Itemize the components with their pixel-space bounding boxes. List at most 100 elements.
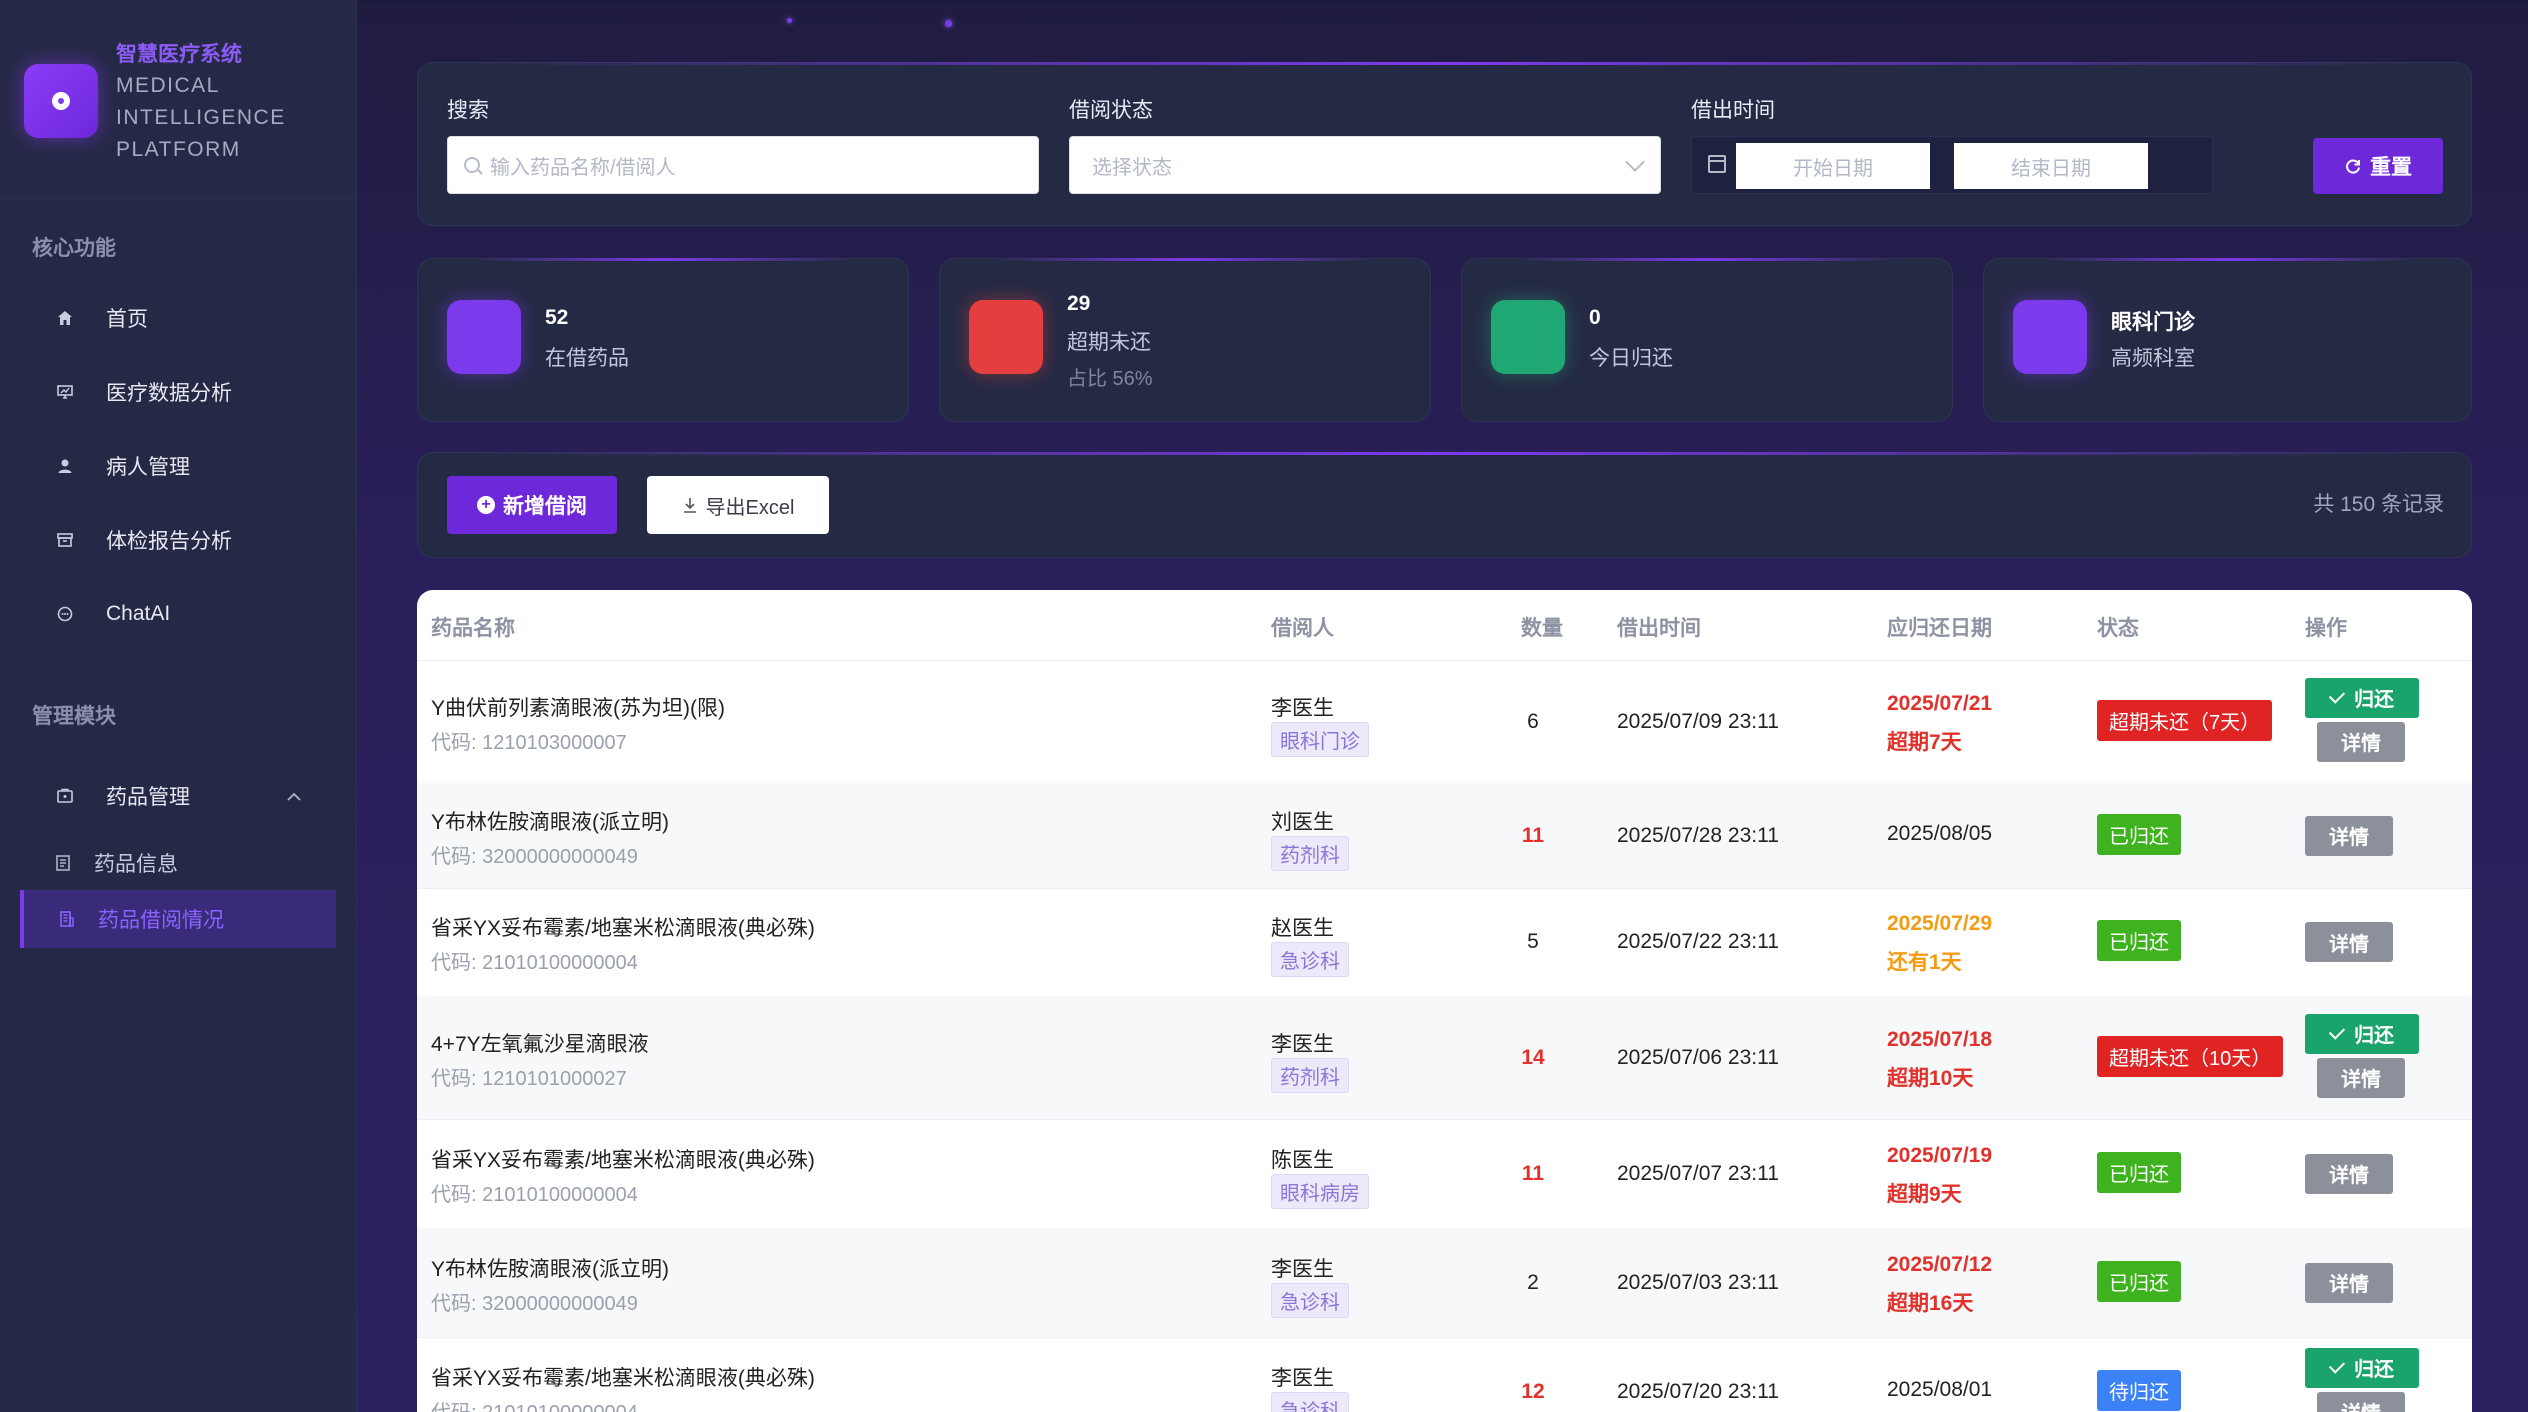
chat-icon — [54, 603, 76, 625]
due-date: 2025/07/29 — [1887, 912, 1993, 935]
return-button[interactable]: 归还 — [2305, 677, 2419, 718]
record-count: 共 150 条记录 — [2313, 493, 2444, 516]
borrower-name: 刘医生 — [1271, 810, 1334, 834]
sidebar-item-medical-data[interactable]: 医疗数据分析 — [32, 364, 332, 420]
chevron-up-icon[interactable] — [286, 786, 302, 807]
dept-tag: 药剂科 — [1271, 1057, 1349, 1093]
borrower-name: 李医生 — [1271, 1366, 1334, 1390]
quantity: 11 — [1521, 1161, 1545, 1185]
end-date-input[interactable]: 结束日期 — [1954, 143, 2148, 189]
add-borrow-button[interactable]: + 新增借阅 — [447, 476, 617, 534]
status-label: 借阅状态 — [1069, 99, 1153, 122]
check-icon — [2328, 687, 2346, 704]
start-date-input[interactable]: 开始日期 — [1736, 143, 1930, 189]
status-badge: 已归还 — [2097, 813, 2181, 855]
status-select[interactable]: 选择状态 — [1069, 136, 1661, 194]
toolbar: + 新增借阅 导出Excel 共 150 条记录 — [417, 452, 2472, 558]
detail-button[interactable]: 详情 — [2317, 1391, 2405, 1412]
sidebar-item-home[interactable]: 首页 — [32, 290, 332, 346]
stat-label: 今日归还 — [1589, 347, 1673, 370]
dept-tag: 急诊科 — [1271, 942, 1349, 977]
stat-card-top-dept: 眼科门诊 高频科室 — [1983, 258, 2472, 422]
col-header-qty[interactable]: 数量 — [1521, 617, 1563, 640]
plus-icon: + — [477, 496, 495, 514]
sidebar-item-patients[interactable]: 病人管理 — [32, 438, 332, 494]
main-content: 搜索 输入药品名称/借阅人 借阅状态 选择状态 借出时间 开始日期 结束日期 重… — [357, 0, 2528, 1412]
stat-sub-label: 占比 56% — [1067, 368, 1153, 390]
drug-name: Y布林佐胺滴眼液(派立明) — [431, 1257, 669, 1281]
col-header-drug[interactable]: 药品名称 — [431, 617, 515, 640]
borrow-time: 2025/07/03 23:11 — [1617, 1270, 1779, 1294]
stat-icon — [969, 300, 1043, 374]
due-date: 2025/07/12 — [1887, 1252, 1993, 1276]
drug-name: Y布林佐胺滴眼液(派立明) — [431, 810, 669, 834]
sidebar-subitem-drug-borrow[interactable]: 药品借阅情况 — [20, 890, 336, 948]
due-note: 超期9天 — [1887, 1182, 1962, 1206]
stat-label: 高频科室 — [2111, 347, 2195, 370]
due-date: 2025/08/05 — [1887, 821, 1993, 845]
drug-code: 代码: 32000000000049 — [431, 1292, 638, 1315]
stat-icon — [1491, 300, 1565, 374]
section-title-core: 核心功能 — [32, 237, 116, 260]
reset-button[interactable]: 重置 — [2313, 138, 2443, 194]
sidebar-item-drug-management[interactable]: 药品管理 — [32, 768, 332, 824]
status-badge: 待归还 — [2097, 1369, 2181, 1411]
stat-card-today-returned: 0 今日归还 — [1461, 258, 1953, 422]
detail-button[interactable]: 详情 — [2305, 815, 2393, 856]
divider — [0, 198, 356, 199]
stat-value: 52 — [545, 306, 569, 329]
search-input[interactable]: 输入药品名称/借阅人 — [447, 136, 1039, 194]
dept-tag: 眼科门诊 — [1271, 721, 1369, 757]
document-icon — [52, 852, 74, 874]
detail-button[interactable]: 详情 — [2305, 1262, 2393, 1303]
sidebar-item-chatai[interactable]: ChatAI — [32, 586, 332, 642]
dept-tag: 急诊科 — [1271, 1391, 1349, 1412]
col-header-status[interactable]: 状态 — [2097, 617, 2139, 640]
status-badge: 已归还 — [2097, 1151, 2181, 1193]
col-header-actions[interactable]: 操作 — [2305, 617, 2347, 640]
check-icon — [2328, 1357, 2346, 1374]
col-header-borrow-time[interactable]: 借出时间 — [1617, 617, 1701, 640]
dept-tag: 急诊科 — [1271, 1282, 1349, 1318]
drug-name: 省采YX妥布霉素/地塞米松滴眼液(典必殊) — [431, 1148, 815, 1172]
col-header-due-date[interactable]: 应归还日期 — [1887, 617, 1992, 640]
due-date: 2025/08/01 — [1887, 1377, 1993, 1401]
borrow-time: 2025/07/20 23:11 — [1617, 1379, 1779, 1403]
building-icon — [56, 908, 78, 930]
brand: 智慧医疗系统 MEDICAL INTELLIGENCE PLATFORM — [24, 30, 344, 200]
borrower-name: 陈医生 — [1271, 1148, 1334, 1172]
download-icon — [682, 496, 698, 514]
detail-button[interactable]: 详情 — [2317, 721, 2405, 762]
borrow-table: 药品名称 借阅人 数量 借出时间 应归还日期 状态 操作 Y曲伏前列素滴眼液(苏… — [417, 590, 2472, 1412]
stat-card-borrowed: 52 在借药品 — [417, 258, 909, 422]
export-excel-button[interactable]: 导出Excel — [647, 476, 829, 534]
dept-tag: 眼科病房 — [1271, 1173, 1369, 1209]
status-badge: 超期未还（10天） — [2097, 1035, 2284, 1077]
detail-button[interactable]: 详情 — [2317, 1057, 2405, 1098]
table-row: Y布林佐胺滴眼液(派立明) 代码: 32000000000049 刘医生 药剂科 11 2… — [417, 783, 2472, 889]
drug-code: 代码: 21010100000004 — [431, 1396, 638, 1412]
stat-icon — [2013, 300, 2087, 374]
sidebar-subitem-drug-info[interactable]: 药品信息 — [20, 834, 332, 892]
borrow-time: 2025/07/22 23:11 — [1617, 930, 1779, 953]
chart-icon — [54, 381, 76, 403]
col-header-borrower[interactable]: 借阅人 — [1271, 617, 1334, 640]
status-badge: 已归还 — [2097, 1260, 2181, 1302]
user-icon — [54, 455, 76, 477]
due-date: 2025/07/18 — [1887, 1027, 1993, 1051]
dept-tag: 药剂科 — [1271, 835, 1349, 871]
status-badge: 超期未还（7天） — [2097, 699, 2273, 741]
stat-card-overdue: 29 超期未还 占比 56% — [939, 258, 1431, 422]
detail-button[interactable]: 详情 — [2305, 922, 2393, 962]
detail-button[interactable]: 详情 — [2305, 1153, 2393, 1194]
drug-code: 代码: 1210101000027 — [431, 1067, 627, 1090]
borrow-time: 2025/07/09 23:11 — [1617, 709, 1779, 733]
date-range-picker[interactable]: 开始日期 结束日期 — [1691, 136, 2213, 194]
return-button[interactable]: 归还 — [2305, 1347, 2419, 1388]
return-button[interactable]: 归还 — [2305, 1013, 2419, 1054]
drug-code: 代码: 1210103000007 — [431, 731, 627, 754]
quantity: 6 — [1527, 709, 1539, 733]
stat-value: 眼科门诊 — [2111, 311, 2195, 334]
sidebar-item-reports[interactable]: 体检报告分析 — [32, 512, 332, 568]
box-icon — [54, 785, 76, 807]
